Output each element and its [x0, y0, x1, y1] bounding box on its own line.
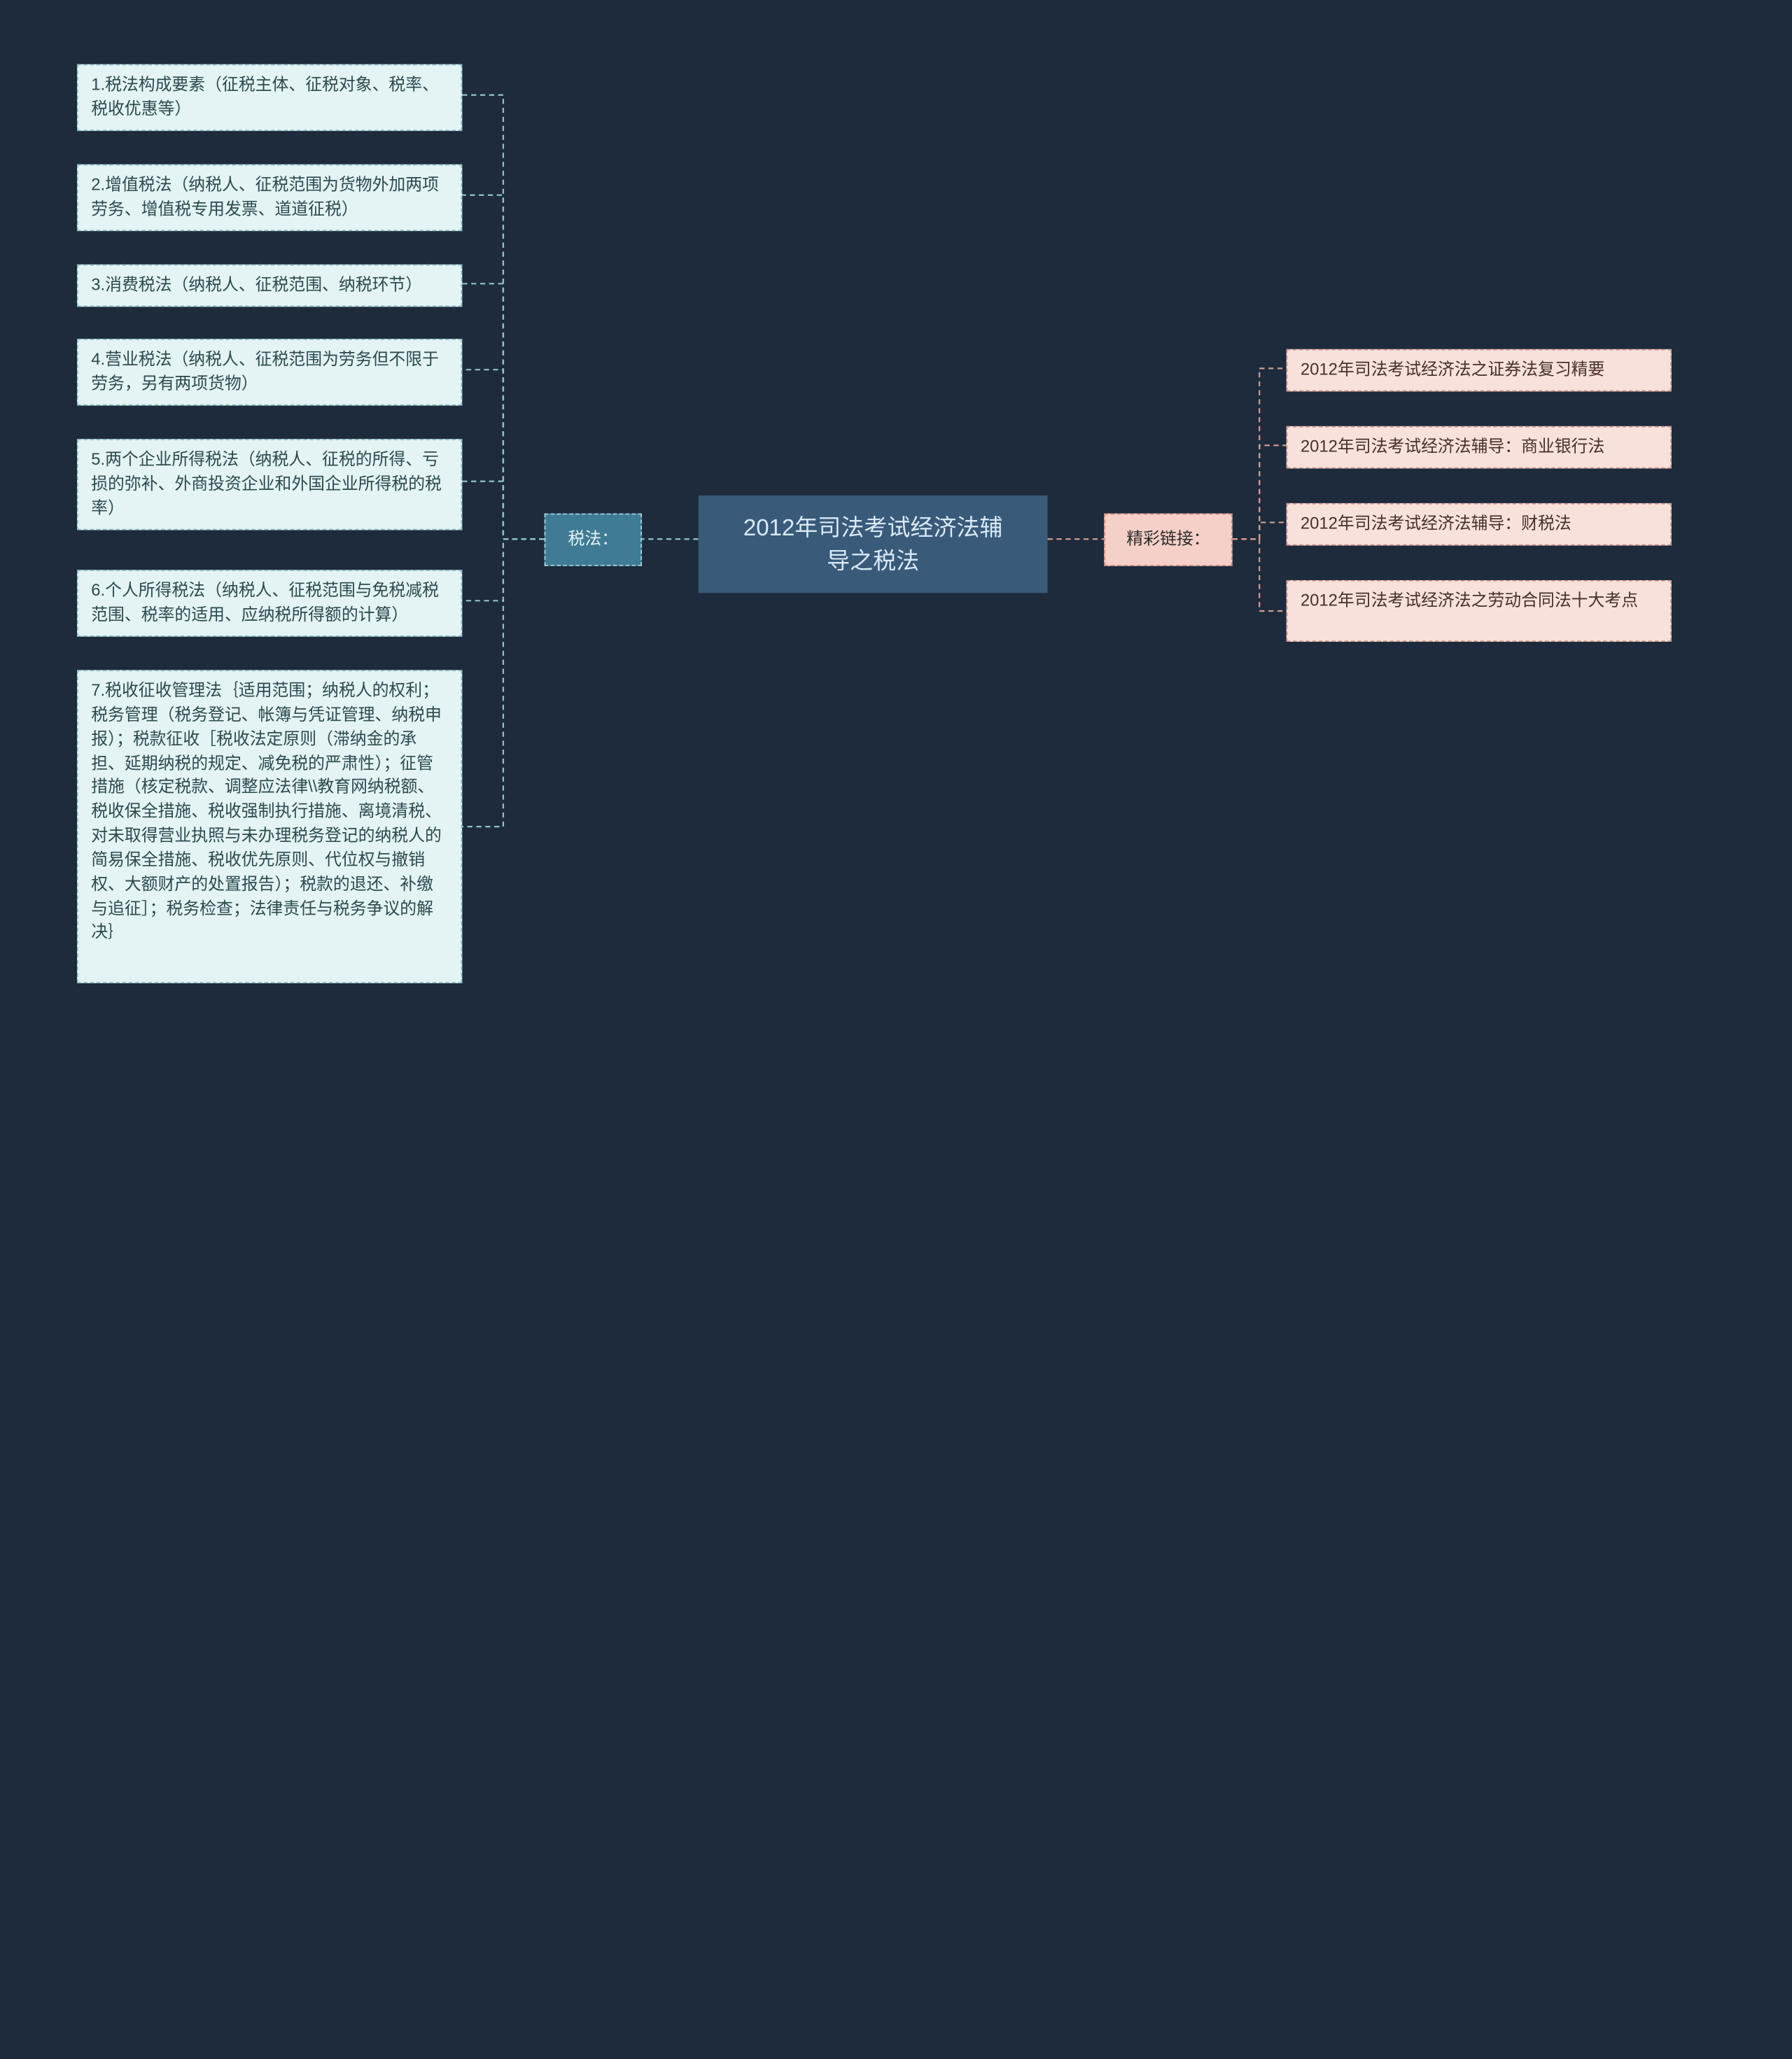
right-leaf-text: 2012年司法考试经济法辅导：财税法 [1301, 514, 1572, 533]
root-title-line2: 导之税法 [716, 544, 1029, 578]
right-leaf-text: 2012年司法考试经济法之证券法复习精要 [1301, 360, 1605, 379]
left-leaf[interactable]: 6.个人所得税法（纳税人、征税范围与免税减税范围、税率的适用、应纳税所得额的计算… [77, 570, 462, 636]
right-leaf-text: 2012年司法考试经济法之劳动合同法十大考点 [1301, 591, 1638, 610]
category-tax-law[interactable]: 税法： [545, 514, 642, 566]
left-leaf[interactable]: 5.两个企业所得税法（纳税人、征税的所得、亏损的弥补、外商投资企业和外国企业所得… [77, 439, 462, 529]
category-links[interactable]: 精彩链接： [1104, 514, 1232, 566]
left-leaf-text: 7.税收征收管理法｛适用范围；纳税人的权利；税务管理（税务登记、帐簿与凭证管理、… [91, 680, 442, 941]
left-leaf-text: 4.营业税法（纳税人、征税范围为劳务但不限于劳务，另有两项货物） [91, 349, 439, 393]
root-title-line1: 2012年司法考试经济法辅 [716, 511, 1029, 544]
root-node: 2012年司法考试经济法辅 导之税法 [699, 496, 1048, 593]
left-leaf[interactable]: 2.增值税法（纳税人、征税范围为货物外加两项劳务、增值税专用发票、道道征税） [77, 164, 462, 231]
category-links-label: 精彩链接： [1126, 529, 1210, 549]
left-leaf[interactable]: 7.税收征收管理法｛适用范围；纳税人的权利；税务管理（税务登记、帐簿与凭证管理、… [77, 670, 462, 983]
left-leaf[interactable]: 3.消费税法（纳税人、征税范围、纳税环节） [77, 265, 462, 307]
right-leaf[interactable]: 2012年司法考试经济法之劳动合同法十大考点 [1287, 580, 1672, 642]
right-leaf[interactable]: 2012年司法考试经济法之证券法复习精要 [1287, 349, 1672, 391]
left-leaf[interactable]: 1.税法构成要素（征税主体、征税对象、税率、税收优惠等） [77, 64, 462, 131]
left-leaf-text: 1.税法构成要素（征税主体、征税对象、税率、税收优惠等） [91, 74, 439, 118]
left-leaf-text: 2.增值税法（纳税人、征税范围为货物外加两项劳务、增值税专用发票、道道征税） [91, 174, 439, 218]
left-leaf-text: 5.两个企业所得税法（纳税人、征税的所得、亏损的弥补、外商投资企业和外国企业所得… [91, 449, 442, 517]
left-leaf-text: 3.消费税法（纳税人、征税范围、纳税环节） [91, 274, 422, 294]
left-leaf-text: 6.个人所得税法（纳税人、征税范围与免税减税范围、税率的适用、应纳税所得额的计算… [91, 580, 439, 624]
category-tax-law-label: 税法： [568, 529, 619, 549]
left-leaf[interactable]: 4.营业税法（纳税人、征税范围为劳务但不限于劳务，另有两项货物） [77, 339, 462, 405]
right-leaf[interactable]: 2012年司法考试经济法辅导：财税法 [1287, 503, 1672, 545]
right-leaf[interactable]: 2012年司法考试经济法辅导：商业银行法 [1287, 426, 1672, 468]
right-leaf-text: 2012年司法考试经济法辅导：商业银行法 [1301, 437, 1605, 456]
